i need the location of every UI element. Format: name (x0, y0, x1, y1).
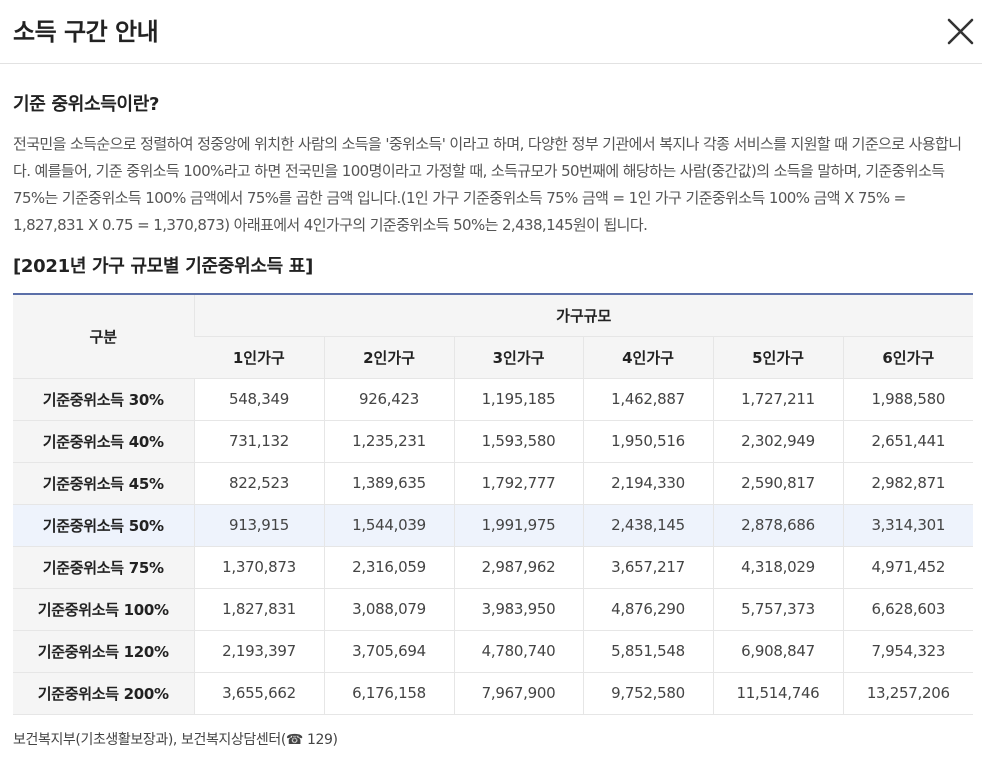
table-cell: 5,851,548 (582, 630, 713, 673)
table-cell: 2,193,397 (193, 630, 324, 673)
group-header: 가구규모 (193, 294, 974, 337)
row-label: 기준중위소득 100% (13, 588, 194, 631)
table-cell: 4,876,290 (582, 588, 713, 631)
table-cell: 2,878,686 (712, 504, 843, 547)
table-row: 기준중위소득 100% 1,827,831 3,088,079 3,983,950 4,… (13, 588, 974, 631)
close-button[interactable] (940, 12, 980, 52)
table-cell: 2,194,330 (582, 462, 713, 505)
table-cell: 548,349 (193, 378, 324, 421)
section-description: 전국민을 소득순으로 정렬하여 정중앙에 위치한 사람의 소득을 '중위소득' … (13, 135, 962, 234)
table-cell: 822,523 (193, 462, 324, 505)
table-cell: 9,752,580 (582, 672, 713, 715)
column-header: 1인가구 (194, 336, 324, 379)
close-icon (947, 18, 974, 45)
column-header: 4인가구 (582, 336, 713, 379)
table-cell: 3,655,662 (193, 672, 324, 715)
column-header: 3인가구 (453, 336, 583, 379)
row-label: 기준중위소득 120% (13, 630, 194, 673)
table-row: 기준중위소득 120% 2,193,397 3,705,694 4,780,740 5,… (13, 630, 974, 673)
table-cell: 3,657,217 (582, 546, 713, 589)
table-header-row: 구분 가구규모 (13, 294, 974, 379)
table-cell: 1,370,873 (193, 546, 324, 589)
table-row: 기준중위소득 50% 913,915 1,544,039 1,991,975 2,438… (13, 504, 974, 547)
column-header: 5인가구 (712, 336, 843, 379)
row-label: 기준중위소득 75% (13, 546, 194, 589)
modal-title: 소득 구간 안내 (13, 18, 159, 46)
row-label: 기준중위소득 45% (13, 462, 194, 505)
table-cell: 1,991,975 (453, 504, 583, 547)
table-cell: 1,950,516 (582, 420, 713, 463)
table-cell: 1,593,580 (453, 420, 583, 463)
table-cell: 6,908,847 (712, 630, 843, 673)
table-cell: 2,987,962 (453, 546, 583, 589)
table-cell: 913,915 (193, 504, 324, 547)
column-header-row: 1인가구 2인가구 3인가구 4인가구 5인가구 6인가구 (13, 336, 974, 379)
table-cell: 3,088,079 (323, 588, 454, 631)
table-cell: 2,316,059 (323, 546, 454, 589)
table-cell: 7,954,323 (842, 630, 974, 673)
table-cell: 2,590,817 (712, 462, 843, 505)
table-cell: 1,727,211 (712, 378, 843, 421)
table-cell: 6,176,158 (323, 672, 454, 715)
income-table: 구분 가구규모 1인가구 2인가구 3인가구 4인가구 5인가구 6인가구 기준중위소득 … (13, 293, 974, 715)
table-cell: 3,314,301 (842, 504, 974, 547)
column-header: 6인가구 (842, 336, 974, 379)
table-row: 기준중위소득 40% 731,132 1,235,231 1,593,580 1,950… (13, 420, 974, 463)
row-label: 기준중위소득 200% (13, 672, 194, 715)
table-cell: 2,982,871 (842, 462, 974, 505)
corner-header: 구분 (13, 294, 194, 379)
table-cell: 1,462,887 (582, 378, 713, 421)
row-label: 기준중위소득 40% (13, 420, 194, 463)
table-row: 기준중위소득 200% 3,655,662 6,176,158 7,967,900 9,… (13, 672, 974, 715)
row-label: 기준중위소득 50% (13, 504, 194, 547)
table-cell: 1,988,580 (842, 378, 974, 421)
table-cell: 2,302,949 (712, 420, 843, 463)
table-cell: 11,514,746 (712, 672, 843, 715)
table-cell: 5,757,373 (712, 588, 843, 631)
table-cell: 3,705,694 (323, 630, 454, 673)
table-cell: 6,628,603 (842, 588, 974, 631)
table-cell: 2,651,441 (842, 420, 974, 463)
table-cell: 1,792,777 (453, 462, 583, 505)
modal-header: 소득 구간 안내 (0, 0, 982, 64)
table-body: 기준중위소득 30% 548,349 926,423 1,195,185 1,462,8… (13, 378, 974, 715)
table-cell: 1,544,039 (323, 504, 454, 547)
table-title: [2021년 가구 규모별 기준중위소득 표] (13, 256, 313, 277)
table-cell: 1,235,231 (323, 420, 454, 463)
table-row: 기준중위소득 45% 822,523 1,389,635 1,792,777 2,194… (13, 462, 974, 505)
row-label: 기준중위소득 30% (13, 378, 194, 421)
source-note: 보건복지부(기초생활보장과), 보건복지상담센터(☎ 129) (13, 732, 338, 748)
section-title: 기준 중위소득이란? (13, 94, 160, 115)
table-cell: 4,780,740 (453, 630, 583, 673)
table-cell: 926,423 (323, 378, 454, 421)
table-row: 기준중위소득 75% 1,370,873 2,316,059 2,987,962 3,6… (13, 546, 974, 589)
table-cell: 1,195,185 (453, 378, 583, 421)
column-header: 2인가구 (323, 336, 454, 379)
table-cell: 731,132 (193, 420, 324, 463)
table-cell: 3,983,950 (453, 588, 583, 631)
table-cell: 1,389,635 (323, 462, 454, 505)
table-cell: 13,257,206 (842, 672, 974, 715)
table-cell: 4,971,452 (842, 546, 974, 589)
table-cell: 4,318,029 (712, 546, 843, 589)
table-row: 기준중위소득 30% 548,349 926,423 1,195,185 1,462,8… (13, 378, 974, 421)
table-cell: 1,827,831 (193, 588, 324, 631)
table-cell: 2,438,145 (582, 504, 713, 547)
table-cell: 7,967,900 (453, 672, 583, 715)
